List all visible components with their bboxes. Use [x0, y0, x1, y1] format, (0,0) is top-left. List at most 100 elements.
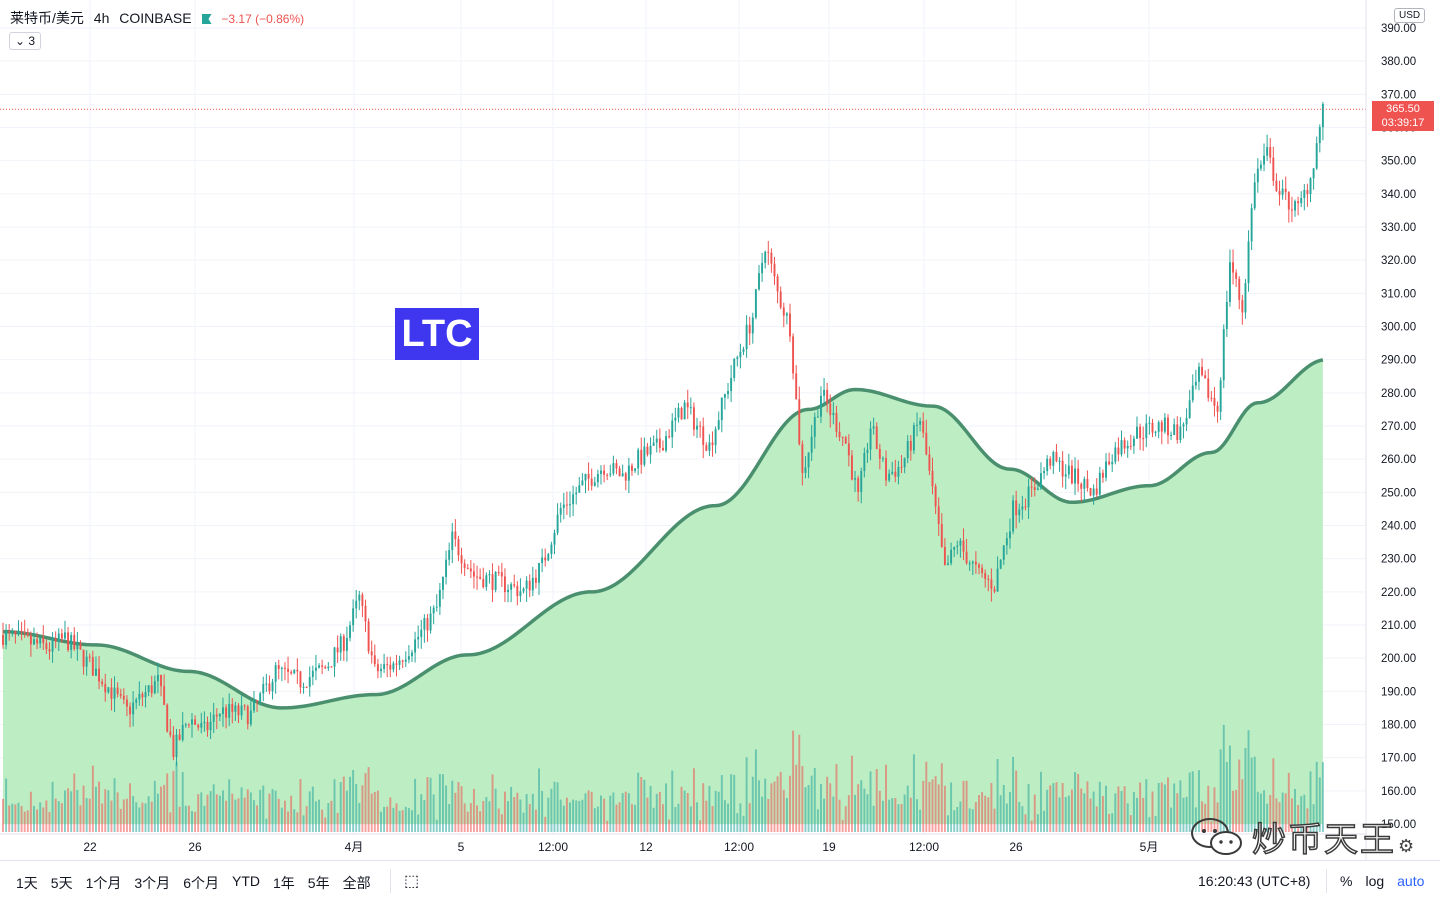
volume-bar: [683, 790, 686, 832]
percent-scale-button[interactable]: %: [1340, 873, 1353, 889]
interval-label[interactable]: 4h: [93, 10, 110, 26]
volume-bar: [305, 806, 308, 832]
indicators-toggle[interactable]: ⌄ 3: [9, 32, 42, 50]
candle-body: [534, 577, 537, 583]
candle-body: [491, 574, 494, 590]
volume-bar: [448, 803, 451, 832]
log-scale-button[interactable]: log: [1365, 873, 1385, 889]
candle-body: [1061, 460, 1064, 477]
volume-bars: [2, 724, 1324, 832]
volume-bar: [194, 811, 197, 832]
volume-bar: [807, 785, 810, 832]
time-readout[interactable]: 16:20:43 (UTC+8): [1198, 873, 1311, 889]
candle-body: [129, 706, 131, 715]
volume-bar: [510, 786, 513, 832]
range-button[interactable]: 1个月: [85, 875, 122, 891]
candle-body: [407, 656, 410, 660]
range-button[interactable]: 3个月: [134, 875, 171, 891]
volume-bar: [206, 794, 209, 832]
volume-bar: [454, 792, 457, 832]
volume-bar: [1290, 798, 1293, 832]
symbol-name[interactable]: 莱特币/美元: [10, 10, 84, 26]
trend-band: [2, 358, 1324, 824]
candle-body: [671, 420, 674, 438]
candle-body: [302, 686, 305, 688]
volume-bar: [138, 807, 141, 832]
time-tick-label: 5: [458, 840, 465, 854]
candle-body: [1318, 127, 1321, 144]
volume-bar: [1126, 803, 1129, 832]
range-button[interactable]: 全部: [342, 875, 371, 891]
volume-bar: [293, 809, 296, 832]
volume-bar: [950, 782, 953, 832]
volume-bar: [324, 817, 327, 832]
volume-bar: [187, 805, 190, 832]
price-tick-label: 200.00: [1381, 653, 1416, 665]
volume-bar: [2, 798, 4, 832]
currency-button[interactable]: USD: [1394, 8, 1426, 23]
candle-body: [922, 420, 925, 433]
volume-bar: [925, 761, 928, 832]
range-button[interactable]: 1年: [272, 875, 295, 891]
gear-icon[interactable]: ⚙: [1398, 836, 1415, 856]
volume-bar: [411, 810, 413, 832]
volume-bar: [727, 803, 729, 832]
candle-body: [578, 485, 581, 493]
volume-bar: [953, 810, 956, 832]
volume-bar: [67, 788, 70, 832]
auto-scale-button[interactable]: auto: [1397, 873, 1425, 889]
volume-bar: [1067, 795, 1070, 832]
volume-bar: [702, 783, 705, 832]
price-tick-label: 260.00: [1381, 454, 1416, 466]
volume-bar: [26, 810, 29, 832]
volume-bar: [116, 792, 119, 832]
candle-body: [1064, 474, 1067, 477]
volume-bar: [94, 786, 97, 832]
candle-body: [45, 643, 48, 650]
candle-body: [618, 468, 621, 477]
candle-body: [51, 638, 54, 652]
candle-body: [1303, 190, 1306, 198]
range-button[interactable]: 5天: [50, 875, 73, 891]
volume-bar: [838, 799, 841, 832]
candle-body: [739, 351, 742, 358]
volume-bar: [761, 796, 764, 832]
volume-bar: [956, 806, 959, 832]
range-button[interactable]: 6个月: [183, 875, 219, 891]
time-tick-label: 12: [639, 840, 653, 854]
candle-body: [1151, 422, 1154, 433]
candle-body: [330, 666, 333, 668]
volume-bar: [550, 788, 553, 832]
candle-body: [197, 724, 200, 728]
volume-bar: [1160, 782, 1163, 832]
date-range-picker-icon[interactable]: ⬚: [404, 873, 420, 890]
range-button[interactable]: YTD: [231, 873, 260, 889]
candle-body: [1105, 461, 1107, 478]
volume-bar: [931, 779, 934, 832]
volume-bar: [643, 779, 646, 832]
candle-body: [987, 578, 990, 580]
candle-body: [404, 659, 407, 662]
volume-bar: [584, 793, 587, 832]
candle-body: [553, 532, 556, 545]
volume-bar: [435, 819, 438, 832]
volume-bar: [476, 805, 479, 832]
volume-bar: [723, 800, 726, 832]
price-chart[interactable]: 390.00380.00370.00360.00350.00340.00330.…: [0, 0, 1440, 860]
volume-bar: [1012, 756, 1015, 832]
time-tick-label: 26: [188, 840, 202, 854]
candle-body: [655, 438, 658, 443]
candle-body: [773, 263, 776, 277]
volume-bar: [928, 781, 931, 832]
candle-body: [661, 447, 664, 451]
candle-body: [789, 313, 791, 337]
range-button[interactable]: 5年: [307, 875, 330, 891]
volume-bar: [1089, 798, 1092, 832]
range-button[interactable]: 1天: [16, 875, 38, 891]
volume-bar: [432, 794, 435, 832]
volume-bar: [417, 814, 420, 832]
volume-bar: [947, 815, 949, 832]
candle-body: [1309, 178, 1312, 195]
volume-bar: [615, 804, 618, 832]
time-tick-label: 26: [1009, 840, 1023, 854]
